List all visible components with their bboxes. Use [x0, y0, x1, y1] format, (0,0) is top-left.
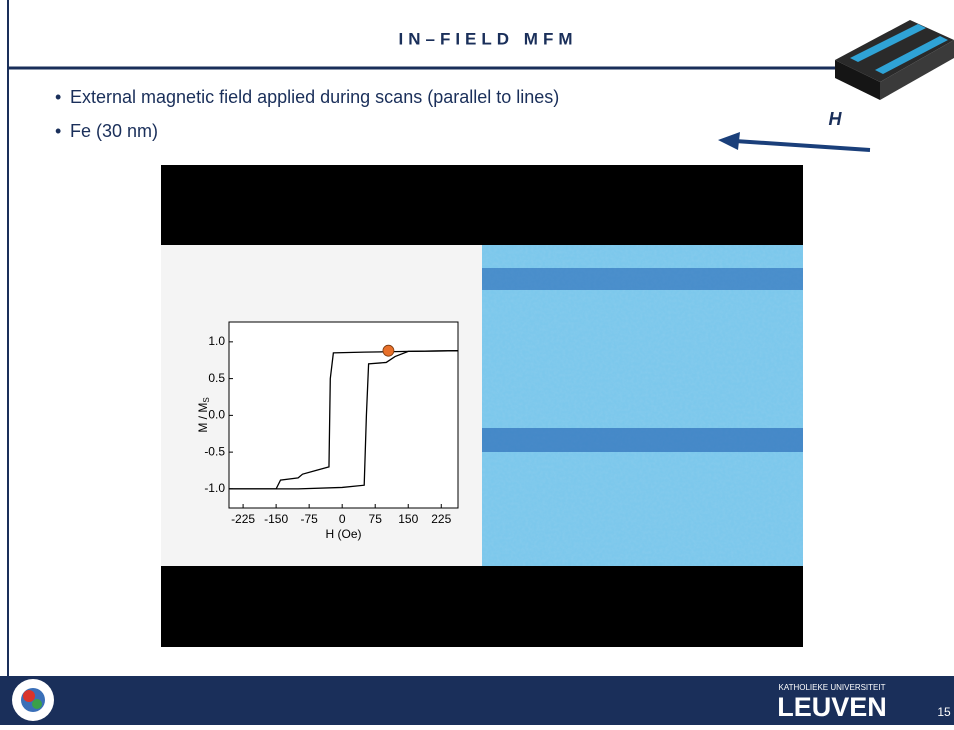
bullet: Fe (30 nm)	[70, 121, 158, 141]
y-axis-label-main: M / M	[196, 403, 210, 433]
x-tick-label: -75	[300, 512, 318, 526]
bullet: External magnetic field applied during s…	[70, 87, 559, 107]
imec-logo	[12, 679, 54, 721]
x-tick-label: -225	[231, 512, 255, 526]
y-tick-label: 0.0	[208, 408, 225, 422]
x-tick-label: 0	[339, 512, 346, 526]
state-marker	[383, 345, 394, 356]
field-label: H	[829, 109, 843, 129]
x-tick-label: 75	[369, 512, 383, 526]
university-line: KATHOLIEKE UNIVERSITEIT	[779, 683, 886, 692]
y-tick-label: 0.5	[208, 371, 225, 385]
y-tick-label: -0.5	[204, 444, 225, 458]
slide-title: IN–FIELD MFM	[399, 29, 578, 48]
y-axis-label-sub: S	[202, 397, 211, 402]
x-axis-label: H (Oe)	[326, 527, 362, 541]
university-name: LEUVEN	[777, 692, 887, 722]
y-tick-label: -1.0	[204, 481, 225, 495]
page-number: 15	[937, 705, 951, 719]
plot-frame	[229, 322, 458, 508]
bullet-marker: •	[55, 87, 61, 107]
bullet-marker: •	[55, 121, 61, 141]
x-tick-label: -150	[264, 512, 288, 526]
x-tick-label: 150	[398, 512, 418, 526]
slide: IN–FIELD MFM • External magnetic field a…	[0, 0, 954, 725]
mfm-image	[482, 245, 803, 566]
x-tick-label: 225	[431, 512, 451, 526]
y-tick-label: 1.0	[208, 334, 225, 348]
hysteresis-plot: 1.0 0.5 0.0 -0.5 -1.0 -225 -150 -75 0 75 150 225 H (…	[196, 322, 458, 541]
